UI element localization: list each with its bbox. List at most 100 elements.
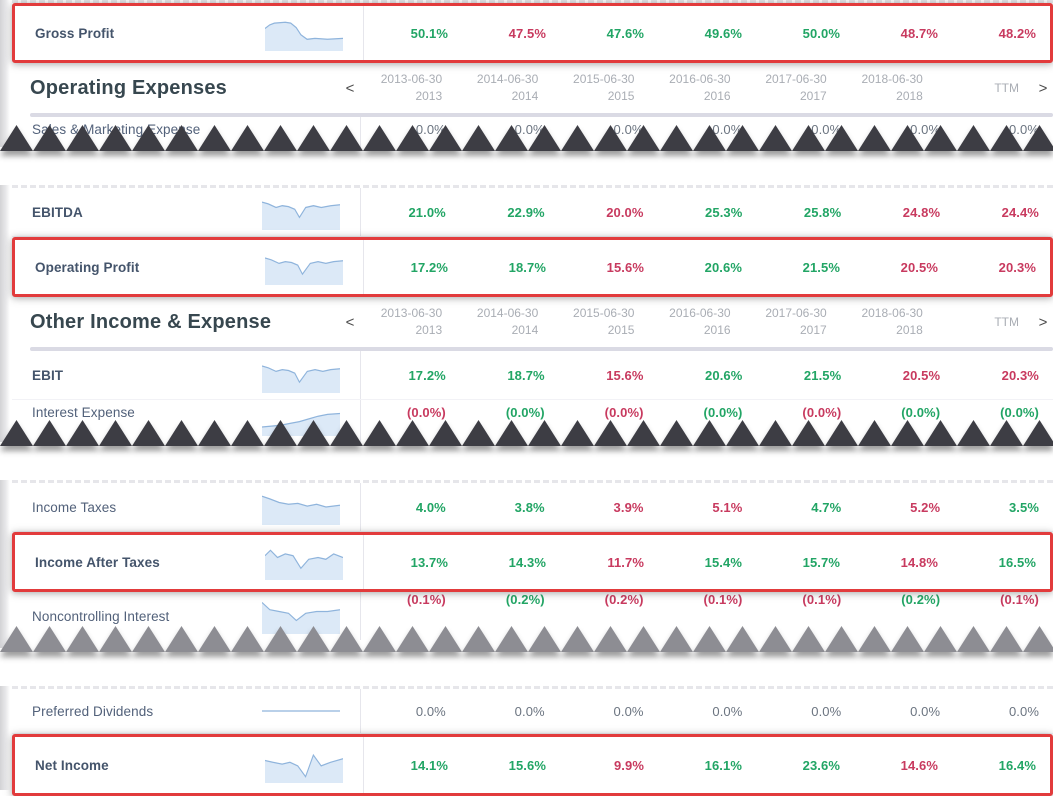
row-preferred-dividends[interactable]: Preferred Dividends 0.0% 0.0% 0.0% 0.0% 0.0% 0… (12, 689, 1053, 734)
period-end-date: 2015-06-30 (573, 72, 635, 87)
row-income-taxes[interactable]: Income Taxes 4.0% 3.8% 3.9% 5.1% 4.7% 5.2% 3.5% (12, 483, 1053, 532)
value-row: 21.0% 22.9% 20.0% 25.3% 25.8% 24.8% 24.4% (360, 188, 1053, 236)
period-column-header: 2017-06-30 2017 (745, 305, 841, 339)
sparkline-chart (265, 257, 343, 285)
value-cell: 5.2% (910, 499, 941, 515)
section-divider (30, 113, 1053, 117)
value-cell: 14.3% (508, 554, 546, 570)
value-cell: 18.7% (508, 259, 546, 275)
value-cell: 0.0% (712, 703, 743, 719)
row-ebit[interactable]: EBIT 17.2% 18.7% 15.6% 20.6% 21.5% 20.5% 20.3% (12, 351, 1053, 400)
chevron-right-icon[interactable]: > (1033, 314, 1053, 331)
sparkline-container (245, 544, 363, 580)
value-cell: 24.4% (1001, 204, 1039, 220)
chevron-left-icon[interactable]: < (340, 80, 360, 97)
period-fiscal-year: 2013 (415, 323, 443, 337)
value-cell: (0.0%) (703, 405, 743, 420)
value-cell: (0.0%) (802, 405, 842, 420)
row-label: Operating Profit (35, 259, 140, 275)
chevron-left-icon[interactable]: < (340, 314, 360, 331)
value-cell: 0.0% (1008, 703, 1039, 719)
value-cell: 50.1% (410, 25, 448, 41)
table-card: Gross Profit 50.1% 47.5% 47.6% 49.6% 50.0% 48.… (0, 0, 1053, 153)
row-sales-marketing-expense[interactable]: Sales & Marketing Expense 0.0% 0.0% 0.0% 0.0… (12, 117, 1053, 147)
value-cell: 4.0% (415, 499, 446, 515)
table-card: Preferred Dividends 0.0% 0.0% 0.0% 0.0% 0.0% 0… (0, 686, 1053, 796)
value-cell: 48.7% (900, 25, 938, 41)
row-net-income[interactable]: Net Income 14.1% 15.6% 9.9% 16.1% 23.6% 14.6% 1… (12, 734, 1053, 796)
sparkline-container (245, 747, 363, 783)
value-cell: 15.7% (802, 554, 840, 570)
value-cell: 16.1% (704, 757, 742, 773)
row-interest-expense[interactable]: Interest Expense (0.0%) (0.0%) (0.0%) (0.0%)… (12, 400, 1053, 442)
value-cell: 49.6% (704, 25, 742, 41)
row-label: Interest Expense (32, 405, 135, 420)
sparkline-container (245, 15, 363, 51)
value-cell: 3.5% (1008, 499, 1039, 515)
value-cell: 0.0% (712, 122, 743, 137)
value-cell: 15.6% (606, 367, 644, 383)
period-fiscal-year: 2013 (415, 89, 443, 103)
value-cell: (0.2%) (505, 592, 545, 607)
period-column-header-ttm: TTM (937, 80, 1033, 97)
period-end-date: 2016-06-30 (669, 72, 731, 87)
value-cell: (0.0%) (1000, 405, 1039, 420)
value-cell: 15.4% (704, 554, 742, 570)
value-cell: 15.6% (508, 757, 546, 773)
section-title: Other Income & Expense (30, 310, 272, 333)
row-operating-profit[interactable]: Operating Profit 17.2% 18.7% 15.6% 20.6% 21.5… (12, 237, 1053, 297)
period-column-header: 2014-06-30 2014 (456, 305, 552, 339)
sparkline-chart (262, 412, 340, 436)
value-cell: (0.1%) (1000, 592, 1039, 607)
sparkline-chart (262, 201, 340, 230)
value-row: 13.7% 14.3% 11.7% 15.4% 15.7% 14.8% 16.5% (363, 535, 1050, 589)
period-column-header: 2018-06-30 2018 (841, 71, 937, 105)
period-column-header-ttm: TTM (937, 314, 1033, 331)
value-cell: 18.7% (507, 367, 545, 383)
row-ebitda[interactable]: EBITDA 21.0% 22.9% 20.0% 25.3% 25.8% 24.8% 24.4… (12, 188, 1053, 237)
row-income-after-taxes[interactable]: Income After Taxes 13.7% 14.3% 11.7% 15.4% 15… (12, 532, 1053, 592)
period-column-header: 2015-06-30 2015 (552, 71, 648, 105)
value-cell: 0.0% (514, 703, 545, 719)
value-row: 0.0% 0.0% 0.0% 0.0% 0.0% 0.0% 0.0% (360, 689, 1053, 733)
value-cell: 20.6% (705, 367, 743, 383)
value-cell: 14.1% (410, 757, 448, 773)
value-cell: 0.0% (1008, 122, 1039, 137)
period-fiscal-year: 2014 (511, 89, 539, 103)
period-end-date: 2018-06-30 (861, 72, 923, 87)
row-noncontrolling-interest[interactable]: Noncontrolling Interest (0.1%) (0.2%) (0.2%… (12, 592, 1053, 640)
period-end-date: 2018-06-30 (861, 306, 923, 321)
period-column-header: 2013-06-30 2013 (360, 71, 456, 105)
value-cell: (0.0%) (604, 405, 644, 420)
section-title: Operating Expenses (30, 76, 227, 99)
chevron-right-icon[interactable]: > (1033, 80, 1053, 97)
table-card: EBITDA 21.0% 22.9% 20.0% 25.3% 25.8% 24.8% 24.4… (0, 185, 1053, 448)
sparkline-chart (262, 710, 340, 712)
value-cell: 24.8% (902, 204, 941, 220)
value-cell: 0.0% (415, 122, 446, 137)
period-fiscal-year: 2014 (511, 323, 539, 337)
value-cell: (0.0%) (901, 405, 941, 420)
value-cell: 50.0% (802, 25, 840, 41)
sparkline-chart (265, 753, 343, 783)
value-cell: 0.0% (514, 122, 545, 137)
value-cell: (0.1%) (802, 592, 842, 607)
value-cell: 15.6% (606, 259, 644, 275)
period-column-header: 2018-06-30 2018 (841, 305, 937, 339)
value-cell: 47.5% (508, 25, 546, 41)
value-cell: 16.4% (998, 757, 1036, 773)
sparkline-container (242, 357, 360, 393)
value-cell: 21.5% (803, 367, 842, 383)
period-fiscal-year: 2016 (703, 323, 731, 337)
value-cell: 23.6% (802, 757, 840, 773)
sparkline-container (242, 194, 360, 230)
value-row: 17.2% 18.7% 15.6% 20.6% 21.5% 20.5% 20.3% (363, 240, 1050, 294)
value-cell: (0.0%) (406, 405, 446, 420)
row-gross-profit[interactable]: Gross Profit 50.1% 47.5% 47.6% 49.6% 50.0% 48.… (12, 3, 1053, 63)
period-end-date: 2017-06-30 (765, 306, 827, 321)
row-label: Gross Profit (35, 25, 115, 41)
value-row: 4.0% 3.8% 3.9% 5.1% 4.7% 5.2% 3.5% (360, 483, 1053, 531)
value-row: 50.1% 47.5% 47.6% 49.6% 50.0% 48.7% 48.2% (363, 6, 1050, 60)
value-cell: 17.2% (410, 259, 448, 275)
period-column-header: 2015-06-30 2015 (552, 305, 648, 339)
